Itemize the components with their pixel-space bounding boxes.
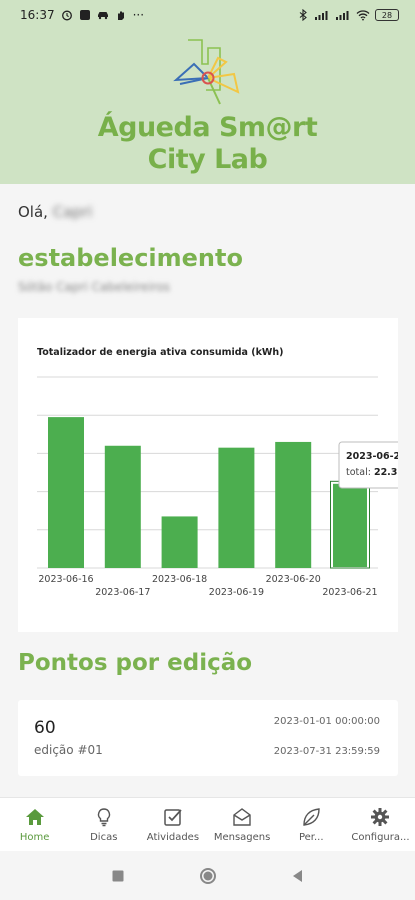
x-tick-label: 2023-06-21 [322,587,377,598]
greeting-prefix: Olá, [18,203,48,221]
chart-tooltip: 2023-06-21 total: 22.3 [338,441,398,489]
chart-bar-2023-06-21[interactable] [331,481,369,569]
nav-home-label: Home [19,832,50,843]
brand-title: Águeda Sm@rt City Lab [0,112,415,176]
agueda-logo [173,39,240,105]
tooltip-total-value: 22.3 [374,467,397,478]
nav-dicas[interactable]: Dicas [69,798,138,851]
chart-title: Totalizador de energia ativa consumida (… [37,347,284,358]
chart-x-labels: 2023-06-162023-06-172023-06-182023-06-19… [38,574,377,598]
x-tick-label: 2023-06-18 [152,574,207,585]
tooltip-date: 2023-06-21 [346,451,398,462]
x-tick-label: 2023-06-17 [95,587,150,598]
lightbulb-icon [97,808,110,827]
leaf-icon [303,808,320,826]
chart-grid [37,376,378,569]
nav-atividades[interactable]: Atividades [138,798,207,851]
wifi-icon [356,10,370,21]
nav-perfil[interactable]: Per... [277,798,346,851]
tooltip-total-label: total: 22.3 [346,467,397,478]
chart-bar-2023-06-18[interactable] [161,516,198,568]
energy-chart-card[interactable]: Totalizador de energia ativa consumida (… [18,318,398,632]
chart-bar-2023-06-19[interactable] [218,447,255,568]
x-tick-label: 2023-06-19 [209,587,264,598]
more-notifications-icon: ··· [132,8,145,22]
chart-bars[interactable] [48,417,370,569]
nav-atividades-label: Atividades [146,832,200,843]
nav-perfil-label: Per... [298,832,324,843]
gear-icon [371,808,390,826]
nav-dicas-label: Dicas [90,832,118,843]
signal-2-icon [336,11,349,20]
checkbox-icon [164,809,182,826]
android-navigation-bar [0,851,415,900]
establishment-name: Sótão Capri Cabeleireiros [18,280,171,294]
x-tick-label: 2023-06-16 [38,574,93,585]
brand-line-1: Águeda Sm@rt [97,112,318,143]
establishment-title: estabelecimento [18,244,243,272]
energy-bar-chart[interactable]: Totalizador de energia ativa consumida (… [18,318,398,632]
nav-configuracoes[interactable]: Configura... [346,798,415,851]
hand-icon [117,11,124,20]
chart-bar-2023-06-20[interactable] [275,441,312,568]
points-edition: edição #01 [34,743,103,757]
greeting: Olá, Capri [18,203,92,221]
nav-configuracoes-label: Configura... [351,832,410,843]
car-icon [97,12,108,20]
edition-end-date: 2023-07-31 23:59:59 [273,746,380,757]
envelope-icon [233,808,251,826]
signal-icon [315,11,328,20]
battery-icon: 28 [375,9,399,21]
tooltip-box [338,441,398,489]
edition-start-date: 2023-01-01 00:00:00 [273,716,380,727]
app-notification-icon [79,10,90,20]
bluetooth-icon [299,9,307,21]
nav-mensagens-label: Mensagens [213,832,271,843]
app-header: Águeda Sm@rt City Lab [0,30,415,184]
user-name: Capri [52,203,93,221]
chart-bar-2023-06-16[interactable] [48,417,84,568]
points-card[interactable]: 60 edição #01 2023-01-01 00:00:00 2023-0… [18,700,398,776]
nav-mensagens[interactable]: Mensagens [208,798,277,851]
status-time: 16:37 [20,8,55,22]
points-value: 60 [34,718,56,738]
nav-home[interactable]: Home [0,798,69,851]
chart-bar-2023-06-17[interactable] [104,445,141,568]
points-section-title: Pontos por edição [18,650,253,676]
back-icon[interactable] [289,867,307,885]
x-tick-label: 2023-06-20 [266,574,321,585]
home-button-icon[interactable] [199,867,217,885]
brand-line-2: City Lab [147,144,268,175]
alarm-icon [61,10,72,21]
bottom-navigation: Home Dicas Atividades Mensagens Per... C… [0,797,415,851]
status-bar: 16:37 ··· 28 [0,0,415,30]
home-icon [25,809,44,825]
recent-apps-icon[interactable] [109,867,127,885]
